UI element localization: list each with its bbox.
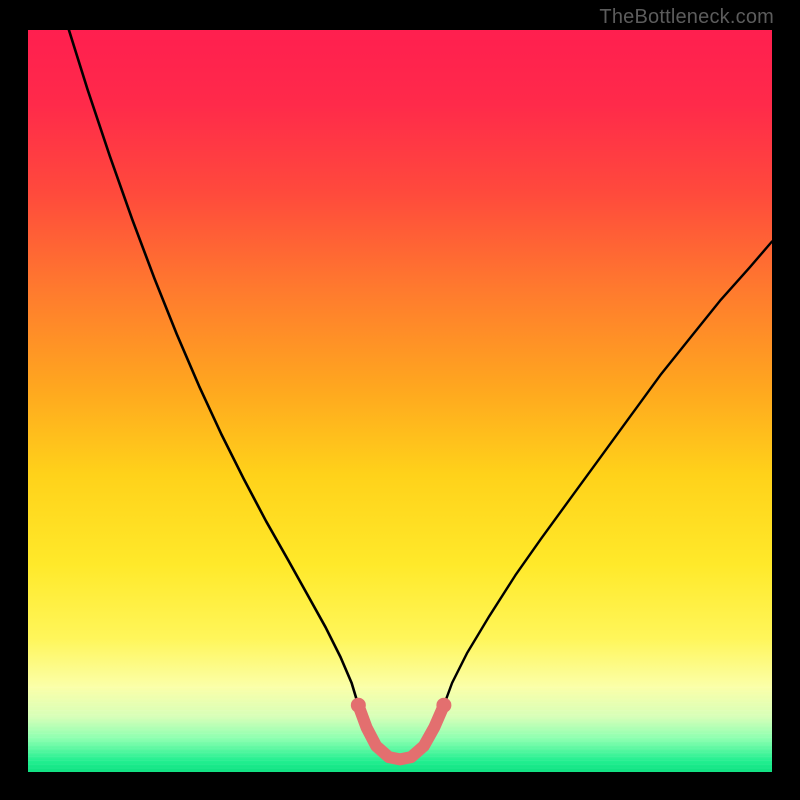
trough-marker-dot bbox=[351, 698, 366, 713]
gradient-background bbox=[28, 30, 772, 772]
trough-marker-dot bbox=[436, 698, 451, 713]
watermark-text: TheBottleneck.com bbox=[599, 6, 774, 29]
bottleneck-chart bbox=[28, 30, 772, 772]
